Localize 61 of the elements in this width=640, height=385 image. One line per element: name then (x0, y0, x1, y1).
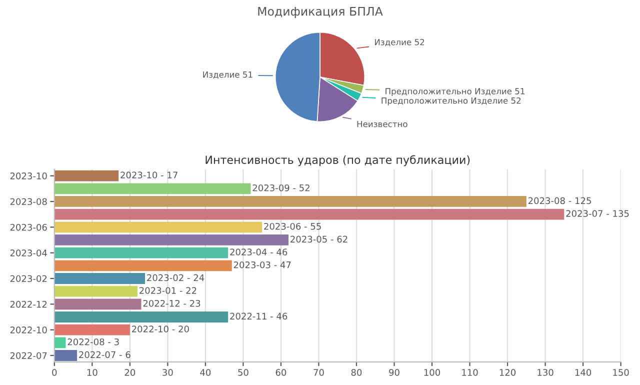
data-label: 2023-07 - 135 (566, 210, 629, 217)
bar (54, 183, 251, 194)
data-label: 2023-10 - 17 (120, 172, 178, 178)
x-tick-label: 30 (162, 369, 173, 376)
chart-title: Модификация БПЛА (258, 7, 383, 18)
x-tick-label: 20 (124, 369, 136, 376)
y-tick-label: 2023-08 (10, 198, 47, 206)
x-tick-label: 70 (314, 369, 324, 376)
bar (54, 234, 289, 246)
bar (54, 273, 146, 284)
data-label: 2023-03 - 47 (234, 261, 291, 268)
bar (54, 337, 66, 348)
data-label: 2023-01 - 22 (140, 287, 196, 294)
data-label: 2022-12 - 23 (143, 300, 200, 307)
slice-label: Предположительно Изделие 52 (382, 97, 520, 106)
data-label: 2022-07 - 6 (79, 351, 130, 358)
x-tick-label: 90 (389, 369, 400, 376)
x-tick-label: 40 (200, 369, 211, 376)
x-tick-label: 110 (462, 369, 478, 376)
x-tick-label: 50 (238, 369, 248, 376)
bar (54, 350, 78, 361)
x-tick-label: 80 (351, 369, 362, 376)
y-tick-label: 2022-12 (10, 300, 47, 308)
y-tick-label: 2022-07 (10, 352, 47, 360)
bar (54, 286, 138, 297)
x-tick-label: 140 (575, 369, 592, 376)
data-label: 2023-02 - 24 (147, 274, 204, 282)
data-label: 2023-06 - 55 (264, 222, 321, 230)
slice-label: Предположительно Изделие 51 (386, 88, 524, 96)
y-tick-label: 2023-06 (10, 224, 47, 231)
x-tick-label: 0 (52, 369, 57, 376)
chart-title: Интенсивность ударов (по дате публикации) (206, 155, 470, 166)
bar (54, 298, 142, 310)
x-tick-label: 100 (424, 369, 440, 376)
bar (54, 312, 228, 322)
bar (54, 208, 564, 220)
bar (54, 247, 228, 258)
x-tick-label: 60 (276, 369, 286, 376)
y-tick-label: 2023-02 (10, 275, 47, 282)
bar (54, 170, 119, 182)
x-tick-label: 10 (87, 369, 98, 376)
data-label: 2022-10 - 20 (132, 326, 189, 332)
x-tick-label: 130 (538, 369, 554, 376)
slice-label: Изделие 51 (203, 72, 252, 79)
slice-label: Изделие 52 (374, 38, 424, 46)
y-tick-label: 2023-10 (10, 172, 47, 180)
slice-label: Неизвестно (357, 120, 408, 128)
data-label: 2023-08 - 125 (528, 197, 591, 204)
data-label: 2022-08 - 3 (68, 338, 119, 346)
data-label: 2022-11 - 46 (230, 312, 288, 320)
x-tick-label: 150 (613, 369, 629, 376)
data-label: 2023-09 - 52 (252, 184, 310, 192)
data-label: 2023-04 - 46 (230, 248, 288, 256)
bar (54, 222, 262, 233)
y-tick-label: 2023-04 (10, 250, 47, 256)
bar (54, 196, 526, 207)
y-tick-label: 2022-10 (10, 326, 47, 334)
data-label: 2023-05 - 62 (290, 236, 348, 243)
bar (54, 324, 130, 336)
x-tick-label: 120 (500, 369, 516, 376)
bar (54, 260, 232, 272)
